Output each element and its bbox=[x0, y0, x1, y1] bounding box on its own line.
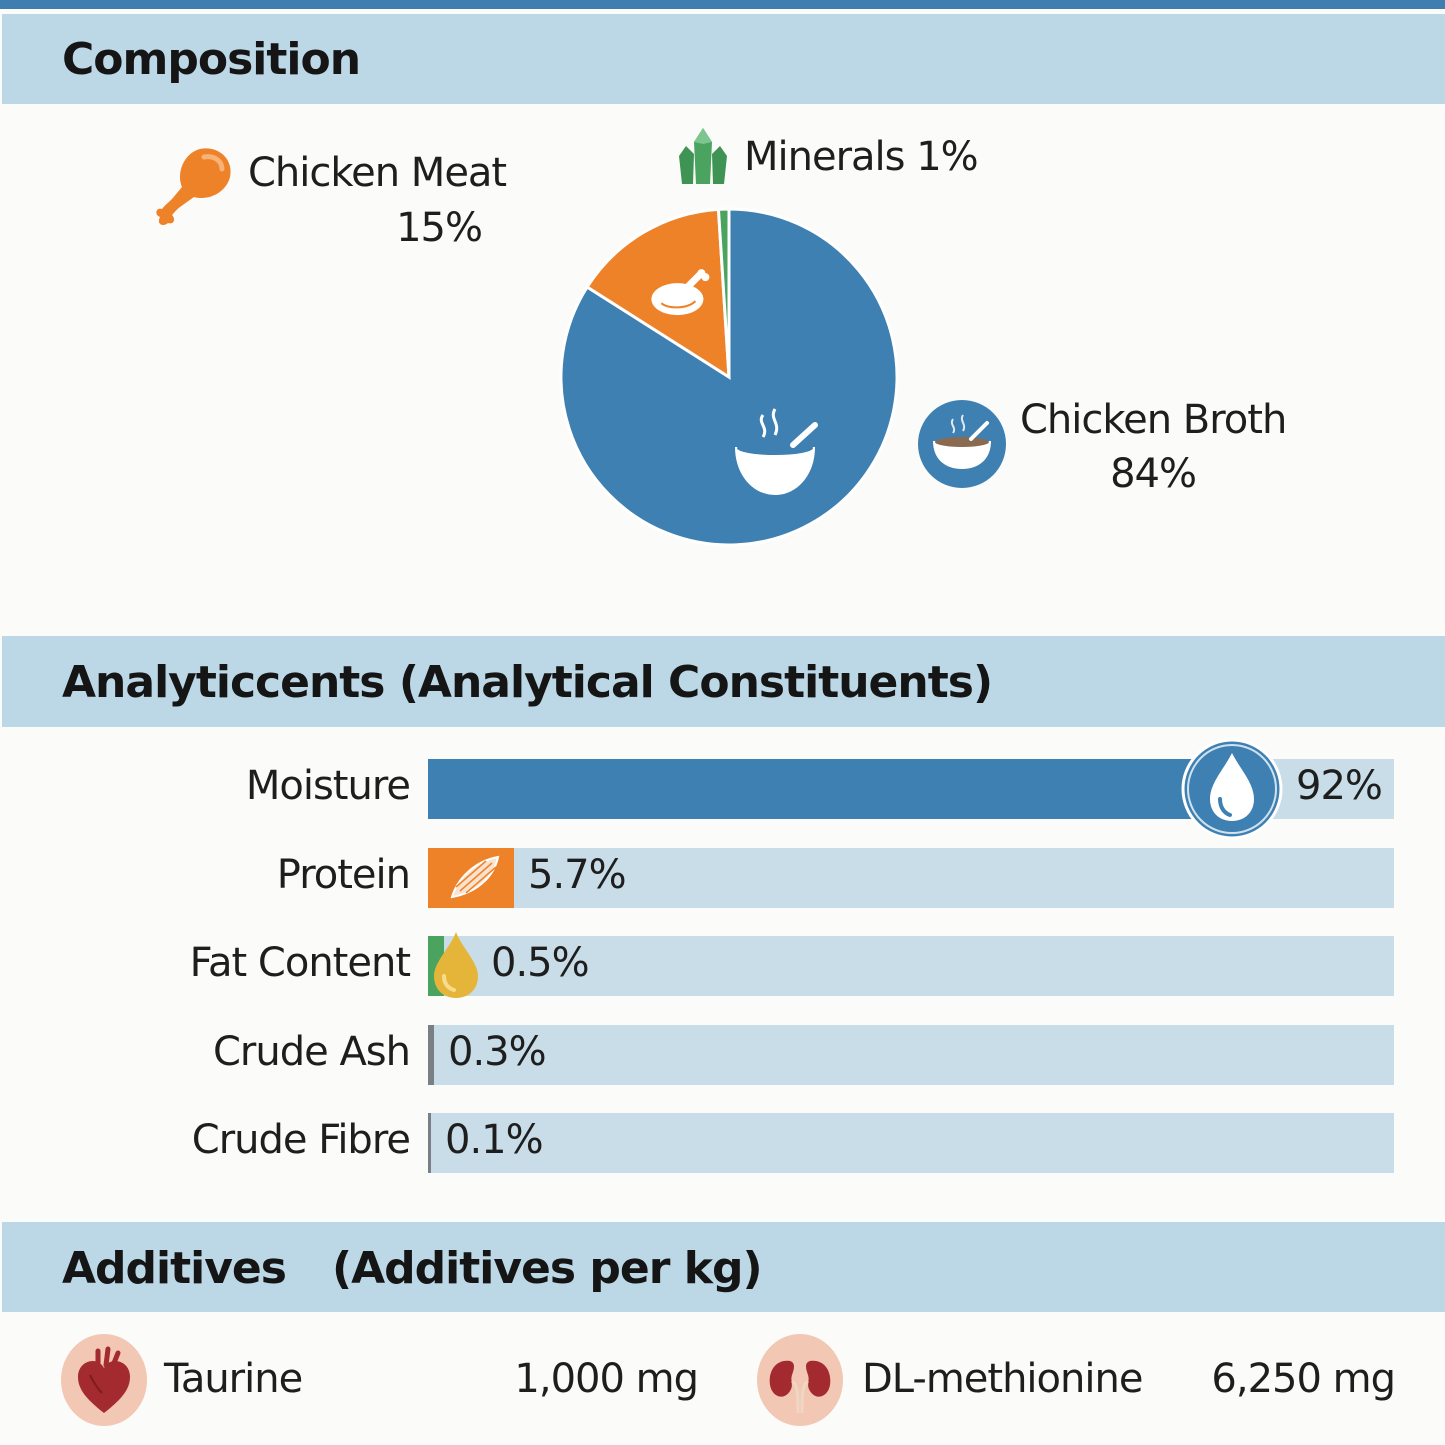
chicken-broth-percent: 84% bbox=[1110, 451, 1197, 497]
roast-chicken-icon bbox=[651, 269, 710, 316]
bar-value-moisture: 92% bbox=[1296, 763, 1383, 809]
pie-slice-minerals bbox=[716, 207, 731, 378]
kidney-icon bbox=[757, 1334, 843, 1426]
heart-icon bbox=[61, 1334, 147, 1426]
broth-bowl-icon bbox=[918, 400, 1006, 488]
analytical-title: Analyticcents (Analytical Constituents) bbox=[62, 657, 993, 708]
bar-value-fat-content: 0.5% bbox=[491, 940, 590, 986]
bar-label-fat-content: Fat Content bbox=[189, 940, 411, 986]
soup-bowl-icon bbox=[735, 408, 818, 495]
bar-label-crude-fibre: Crude Fibre bbox=[191, 1117, 411, 1163]
bar-value-crude-fibre: 0.1% bbox=[445, 1117, 544, 1163]
crystal-icon bbox=[679, 128, 727, 184]
top-stripe bbox=[0, 0, 1445, 9]
drumstick-icon bbox=[156, 148, 231, 225]
bar-track bbox=[428, 1025, 1394, 1085]
bar-label-moisture: Moisture bbox=[245, 763, 411, 809]
chicken-meat-label: Chicken Meat bbox=[248, 150, 507, 196]
chicken-broth-label: Chicken Broth bbox=[1020, 397, 1287, 443]
additives-header: Additives (Additives per kg) bbox=[2, 1222, 1445, 1312]
bar-fill-moisture bbox=[428, 759, 1234, 819]
chicken-meat-percent: 15% bbox=[396, 205, 483, 251]
bar-label-crude-ash: Crude Ash bbox=[213, 1029, 411, 1075]
bar-fill-crude-fibre bbox=[428, 1113, 431, 1173]
taurine-label: Taurine bbox=[164, 1356, 303, 1402]
dl-methionine-amount: 6,250 mg bbox=[1211, 1356, 1396, 1402]
analytical-header: Analyticcents (Analytical Constituents) bbox=[2, 636, 1445, 727]
bar-track bbox=[428, 936, 1394, 996]
bar-value-crude-ash: 0.3% bbox=[448, 1029, 547, 1075]
bar-fill-crude-ash bbox=[428, 1025, 434, 1085]
dl-methionine-label: DL-methionine bbox=[862, 1356, 1143, 1402]
water-drop-icon bbox=[1181, 738, 1283, 840]
additives-subtitle: (Additives per kg) bbox=[332, 1243, 763, 1294]
composition-title: Composition bbox=[62, 34, 361, 85]
oil-drop-icon bbox=[434, 932, 478, 998]
minerals-label: Minerals 1% bbox=[744, 134, 979, 180]
composition-pie-chart bbox=[559, 207, 899, 547]
taurine-amount: 1,000 mg bbox=[514, 1356, 699, 1402]
bar-value-protein: 5.7% bbox=[528, 852, 627, 898]
bar-track bbox=[428, 1113, 1394, 1173]
bar-track bbox=[428, 848, 1394, 908]
composition-header: Composition bbox=[2, 14, 1445, 104]
muscle-icon bbox=[450, 855, 500, 899]
bar-label-protein: Protein bbox=[276, 852, 411, 898]
additives-title: Additives bbox=[62, 1243, 287, 1294]
